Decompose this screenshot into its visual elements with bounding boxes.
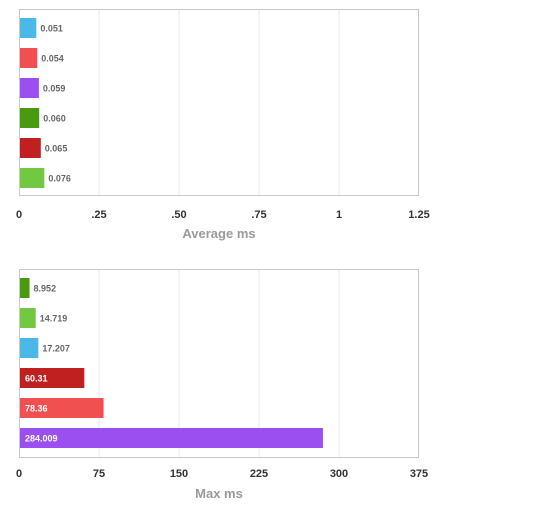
bar [20,338,39,358]
data-label: 0.054 [41,54,64,64]
bar [20,428,323,448]
tick-label: 225 [250,468,268,480]
data-label: 17.207 [42,344,70,354]
bar [20,78,39,98]
tick-label: .50 [171,209,186,221]
data-label: 0.059 [43,84,66,94]
tick-label: 1.25 [408,209,429,221]
data-label: 0.051 [40,24,63,34]
bar [20,398,104,418]
x-axis-title: Average ms [182,226,255,241]
bar [20,368,85,388]
data-label: 78.36 [25,404,48,414]
data-label: 8.952 [34,284,57,294]
tick-label: .25 [91,209,106,221]
bar [20,48,38,68]
bar [20,138,41,158]
data-label: 0.065 [45,144,68,154]
bar [20,18,37,38]
data-label: 60.31 [25,374,48,384]
bar [20,278,30,298]
tick-label: 0 [16,209,22,221]
bar [20,108,40,128]
tick-label: 150 [170,468,188,480]
plot-frame [19,269,419,458]
data-label: 0.060 [43,114,66,124]
tick-label: .75 [251,209,266,221]
chart-2: 8.952 14.719 17.207 60.31 78.36 284.009 0 75 150… [16,269,428,501]
tick-label: 375 [410,468,428,480]
tick-label: 1 [336,209,342,221]
data-label: 14.719 [40,314,68,324]
plot-frame [19,9,419,196]
tick-label: 0 [16,468,22,480]
x-axis-title: Max ms [195,486,243,501]
data-label: 0.076 [48,174,71,184]
chart-1: 0.051 0.054 0.059 0.060 0.065 0.076 0 .25 .50 .75… [16,9,430,241]
data-label: 284.009 [25,434,58,444]
bar [20,168,45,188]
bar [20,308,36,328]
tick-label: 300 [330,468,348,480]
tick-label: 75 [93,468,105,480]
